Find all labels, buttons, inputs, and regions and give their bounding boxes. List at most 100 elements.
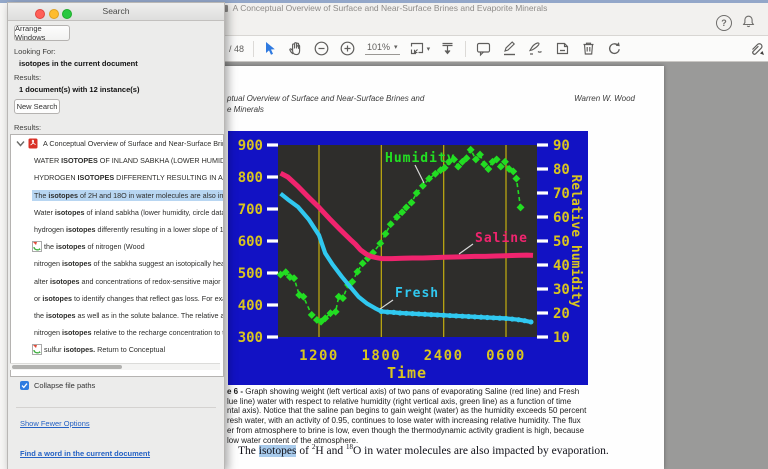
- body-text-line: The isotopes of 2H and 18O in water mole…: [238, 443, 609, 457]
- close-window-button[interactable]: [35, 9, 45, 19]
- zoom-window-button[interactable]: [62, 9, 72, 19]
- search-results-list[interactable]: A Conceptual Overview of Surface and Nea…: [10, 134, 224, 377]
- search-result-text: hydrogen isotopes differently resulting …: [34, 225, 223, 235]
- stamp-icon[interactable]: [554, 40, 571, 57]
- attachment-link-icon[interactable]: [748, 40, 766, 57]
- search-result-item[interactable]: HYDROGEN ISOTOPES DIFFERENTLY RESULTING …: [11, 169, 223, 186]
- toolbar-separator: [465, 40, 467, 57]
- figure-caption-line: low water content of the atmosphere.: [227, 435, 359, 445]
- body-text-segment: The: [238, 444, 259, 457]
- svg-text:40: 40: [553, 258, 570, 274]
- hand-tool-icon[interactable]: [287, 40, 304, 57]
- zoom-in-icon[interactable]: [339, 40, 356, 57]
- notifications-bell-icon[interactable]: [741, 14, 756, 29]
- page-scrolling-icon[interactable]: [439, 40, 456, 57]
- svg-text:10: 10: [553, 330, 570, 346]
- search-result-icon: [32, 344, 42, 356]
- figure-6-chart: 300 400 500 600 700 800 900 10 20 30 40 50 60 70 80 90 1…: [228, 131, 588, 385]
- svg-text:Relative humidity: Relative humidity: [568, 174, 583, 307]
- search-result-item[interactable]: alter isotopes and concentrations of red…: [11, 273, 223, 290]
- highlight-icon[interactable]: [501, 40, 518, 57]
- body-text-segment: of: [296, 444, 312, 457]
- search-result-text: or isotopes to identify changes that ref…: [34, 293, 223, 303]
- search-result-item[interactable]: the isotopes as well as in the solute ba…: [11, 307, 223, 324]
- svg-text:90: 90: [553, 138, 570, 154]
- pdf-file-icon: [28, 138, 38, 149]
- svg-text:1800: 1800: [361, 348, 401, 364]
- search-panel-titlebar[interactable]: Search: [8, 3, 224, 21]
- arrange-windows-button[interactable]: Arrange Windows: [14, 24, 70, 42]
- find-word-link[interactable]: Find a word in the current document: [20, 449, 151, 458]
- collapse-file-paths-label: Collapse file paths: [34, 381, 96, 390]
- minimize-window-button[interactable]: [49, 9, 59, 19]
- search-result-item[interactable]: nitrogen isotopes of the sabkha suggest …: [11, 255, 223, 272]
- panel-divider: [16, 407, 216, 408]
- search-result-item[interactable]: Water isotopes of inland sabkha (lower h…: [11, 204, 223, 221]
- search-result-item[interactable]: the isotopes of nitrogen (Wood: [11, 238, 223, 255]
- body-text-segment: H and: [315, 444, 346, 457]
- scrollbar-thumb[interactable]: [12, 365, 122, 369]
- results-label: Results:: [14, 73, 42, 82]
- new-search-button[interactable]: New Search: [14, 99, 60, 114]
- page-indicator: / 48: [229, 43, 245, 54]
- svg-text:500: 500: [238, 266, 263, 282]
- chevron-down-icon: ▾: [394, 44, 398, 51]
- svg-text:1200: 1200: [299, 348, 339, 364]
- svg-text:50: 50: [553, 234, 570, 250]
- search-result-text: Water isotopes of inland sabkha (lower h…: [34, 207, 223, 217]
- search-result-text: nitrogen isotopes relative to the rechar…: [34, 328, 223, 338]
- results-summary: 1 document(s) with 12 instance(s): [19, 85, 140, 94]
- fit-page-dropdown[interactable]: ▾: [409, 40, 430, 57]
- zoom-out-icon[interactable]: [313, 40, 330, 57]
- search-highlighted-word: isotopes: [258, 444, 297, 457]
- svg-text:900: 900: [238, 138, 263, 154]
- result-document-title: A Conceptual Overview of Surface and Nea…: [43, 139, 223, 149]
- undo-rotate-icon[interactable]: [606, 40, 623, 57]
- svg-text:2400: 2400: [424, 348, 464, 364]
- figure-caption-line: resh water, with an activity of 0.95, co…: [227, 416, 581, 426]
- search-result-item[interactable]: or isotopes to identify changes that ref…: [11, 290, 223, 307]
- svg-text:30: 30: [553, 282, 570, 298]
- trash-icon[interactable]: [580, 40, 597, 57]
- checkbox-checked-icon[interactable]: [20, 381, 29, 390]
- search-result-item[interactable]: sulfur isotopes. Return to Conceptual: [11, 341, 223, 358]
- search-result-text: the isotopes of nitrogen (Wood: [44, 242, 145, 252]
- top-edge-strip: [0, 0, 768, 3]
- running-header-left: ptual Overview of Surface and Near-Surfa…: [227, 94, 425, 114]
- result-document-row[interactable]: A Conceptual Overview of Surface and Nea…: [11, 135, 223, 152]
- figure-caption-line: lue line) water with respect to relative…: [227, 396, 572, 406]
- search-result-text: alter isotopes and concentrations of red…: [34, 276, 223, 286]
- toolbar-separator: [253, 40, 255, 57]
- looking-for-value: isotopes in the current document: [19, 59, 138, 68]
- looking-for-label: Looking For:: [14, 47, 56, 56]
- search-result-icon: [32, 241, 42, 253]
- figure-caption-line: ntal axis). Notice that the saline pan b…: [227, 406, 587, 416]
- chevron-expanded-icon[interactable]: [16, 139, 25, 148]
- collapse-file-paths-option[interactable]: Collapse file paths: [20, 381, 95, 390]
- sign-icon[interactable]: [527, 40, 545, 57]
- help-icon[interactable]: ?: [716, 15, 732, 31]
- comment-icon[interactable]: [475, 40, 492, 57]
- search-result-item[interactable]: The isotopes of 2H and 18O in water mole…: [11, 187, 223, 204]
- show-fewer-options-link[interactable]: Show Fewer Options: [20, 419, 90, 428]
- svg-text:600: 600: [238, 234, 263, 250]
- svg-text:70: 70: [553, 186, 570, 202]
- zoom-level-value: 101%: [367, 42, 391, 52]
- search-panel-title: Search: [102, 6, 130, 16]
- horizontal-scrollbar[interactable]: [10, 363, 220, 370]
- search-result-text: The isotopes of 2H and 18O in water mole…: [32, 189, 223, 201]
- search-result-item[interactable]: WATER ISOTOPES OF INLAND SABKHA (LOWER H…: [11, 152, 223, 169]
- select-cursor-icon[interactable]: [263, 41, 278, 57]
- search-panel-window: Search Arrange Windows Looking For: isot…: [7, 2, 225, 469]
- svg-text:Saline: Saline: [475, 231, 528, 246]
- search-result-text: WATER ISOTOPES OF INLAND SABKHA (LOWER H…: [34, 156, 223, 166]
- svg-text:0600: 0600: [486, 348, 526, 364]
- search-result-item[interactable]: hydrogen isotopes differently resulting …: [11, 221, 223, 238]
- search-result-text: nitrogen isotopes of the sabkha suggest …: [34, 259, 223, 269]
- svg-text:700: 700: [238, 202, 263, 218]
- zoom-level-dropdown[interactable]: 101% ▾: [365, 42, 400, 55]
- search-result-item[interactable]: nitrogen isotopes relative to the rechar…: [11, 324, 223, 341]
- svg-text:Time: Time: [387, 364, 427, 382]
- svg-text:60: 60: [553, 210, 570, 226]
